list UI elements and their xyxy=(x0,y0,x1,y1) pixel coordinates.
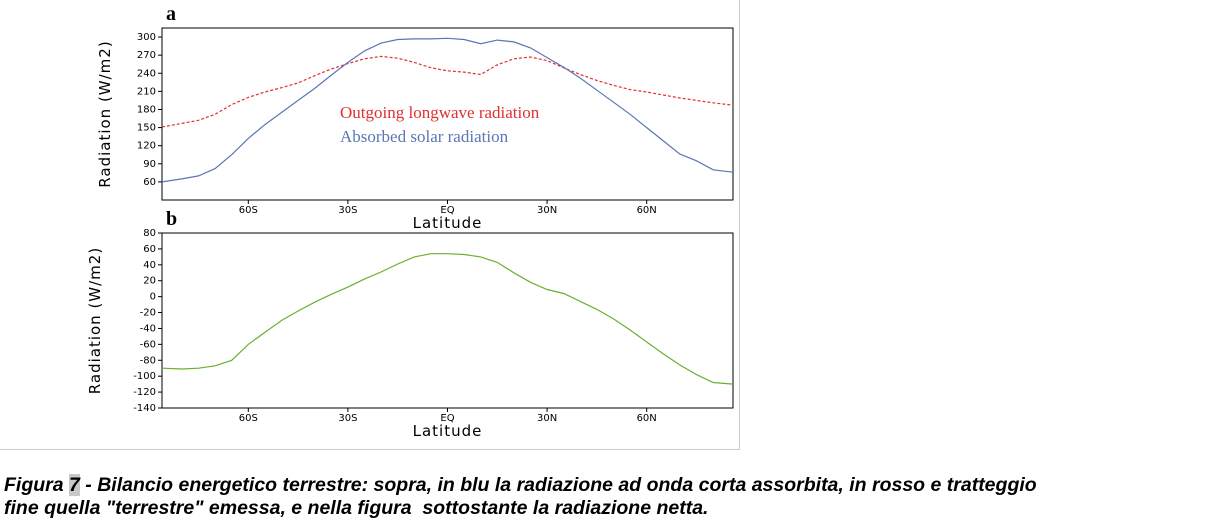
y-tick-label: -100 xyxy=(133,371,156,382)
panel-label: b xyxy=(166,208,177,230)
y-tick-label: 90 xyxy=(143,159,156,170)
panel-label: a xyxy=(166,3,176,25)
x-tick-label: 60N xyxy=(637,205,657,216)
y-tick-label: -120 xyxy=(133,387,156,398)
y-tick-label: -40 xyxy=(140,323,156,334)
y-tick-label: 60 xyxy=(143,244,156,255)
caption-prefix: Figura xyxy=(4,474,70,496)
y-axis-label: Radiation (W/m2) xyxy=(96,40,114,187)
series-line xyxy=(161,55,734,128)
y-tick-label: 80 xyxy=(143,228,156,239)
y-tick-label: 300 xyxy=(137,32,156,43)
chart: a 60 90 120 150 180 210 240 270 300 60S 30S EQ 30N 60N… xyxy=(86,3,734,440)
x-tick-label: EQ xyxy=(440,413,454,424)
legend-label: Outgoing longwave radiation xyxy=(340,103,540,122)
y-tick-label: 40 xyxy=(143,260,156,271)
y-tick-label: -20 xyxy=(140,308,156,319)
x-tick-label: EQ xyxy=(440,205,454,216)
x-tick-label: 30N xyxy=(537,205,557,216)
x-tick-label: 60S xyxy=(239,205,258,216)
x-tick-label: 60S xyxy=(239,413,258,424)
caption-line: - Bilancio energetico terrestre: sopra, … xyxy=(79,474,1037,496)
y-tick-label: 180 xyxy=(137,104,156,115)
x-tick-label: 30S xyxy=(338,413,357,424)
y-tick-label: -140 xyxy=(133,403,156,414)
x-tick-label: 60N xyxy=(637,413,657,424)
x-axis-label: Latitude xyxy=(413,422,483,440)
y-tick-label: 0 xyxy=(150,292,156,303)
y-tick-label: 120 xyxy=(137,141,156,152)
y-tick-label: 60 xyxy=(143,177,156,188)
y-tick-label: 150 xyxy=(137,123,156,134)
caption-number: 7 xyxy=(69,474,80,496)
y-tick-label: 20 xyxy=(143,276,156,287)
figure: a 60 90 120 150 180 210 240 270 300 60S 30S EQ 30N 60N… xyxy=(0,0,740,450)
legend-label: Absorbed solar radiation xyxy=(340,127,509,146)
caption-line: fine quella "terrestre" emessa, e nella … xyxy=(4,497,709,519)
y-axis-label: Radiation (W/m2) xyxy=(86,247,104,394)
x-axis-label: Latitude xyxy=(413,214,483,232)
x-tick-label: 30S xyxy=(338,205,357,216)
x-tick-label: 30N xyxy=(537,413,557,424)
y-tick-label: -60 xyxy=(140,339,156,350)
caption: Figura 7 - Bilancio energetico terrestre… xyxy=(4,474,1204,520)
series-line xyxy=(161,37,734,183)
y-tick-label: 270 xyxy=(137,50,156,61)
series-line xyxy=(161,253,734,385)
y-tick-label: 210 xyxy=(137,86,156,97)
y-tick-label: 240 xyxy=(137,68,156,79)
plot-frame xyxy=(161,232,734,409)
y-tick-label: -80 xyxy=(140,355,156,366)
